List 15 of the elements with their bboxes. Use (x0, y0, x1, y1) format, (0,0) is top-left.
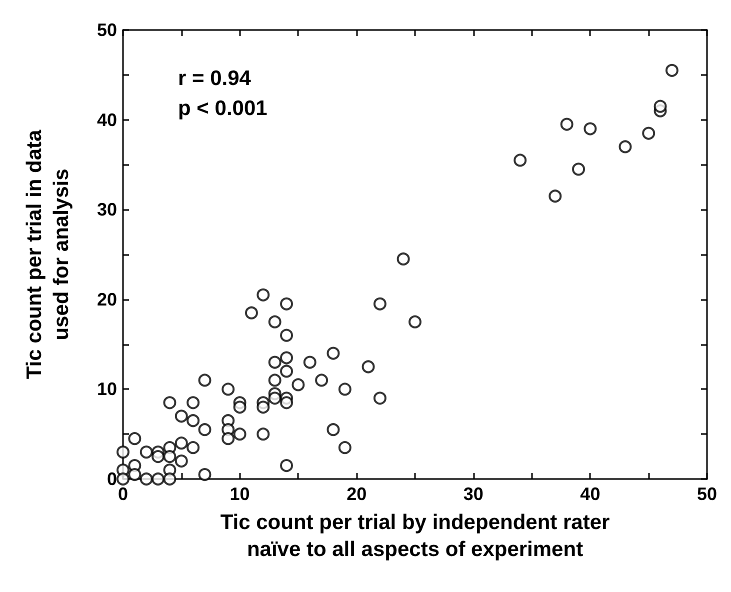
x-axis-title: Tic count per trial by independent rater naïve to all aspects of experiment (220, 511, 610, 561)
y-tick-label: 10 (96, 379, 117, 400)
y-tick-label: 30 (96, 200, 117, 220)
y-tick-label: 0 (106, 469, 117, 489)
y-tick-label: 20 (96, 289, 117, 310)
x-tick-label: 20 (346, 484, 367, 504)
y-axis-title: Tic count per trial in data used for analysis (23, 130, 73, 380)
y-tick-label: 40 (96, 110, 117, 130)
annotation: r = 0.94 (178, 67, 252, 90)
x-tick-label: 10 (230, 484, 250, 504)
x-tick-label: 40 (580, 484, 600, 504)
x-tick-label: 30 (463, 484, 484, 504)
annotation: p < 0.001 (178, 97, 268, 120)
y-tick-label: 50 (96, 20, 117, 40)
x-tick-label: 50 (696, 484, 718, 504)
